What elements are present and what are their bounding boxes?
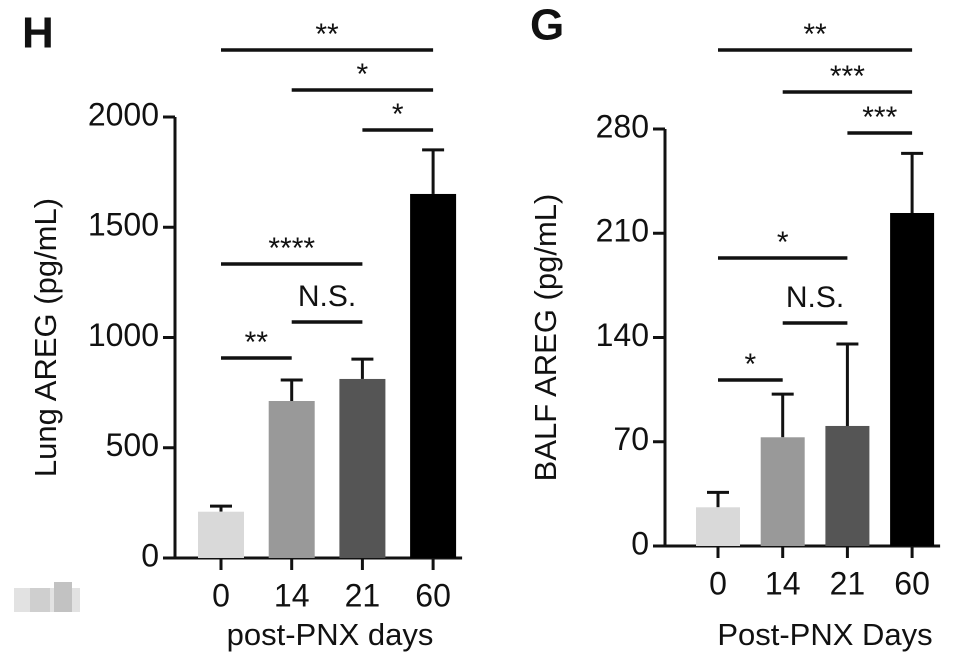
significance-label: N.S. [298, 280, 356, 313]
y-axis-label: BALF AREG (pg/mL) [528, 194, 563, 482]
panel-letter: H [22, 9, 54, 58]
y-tick-label: 210 [596, 213, 649, 249]
significance-label: ** [315, 18, 339, 51]
bar [339, 378, 386, 558]
x-tick-label: 14 [765, 565, 801, 601]
blurred-mark [54, 582, 72, 612]
x-tick-label: 21 [830, 565, 866, 601]
bar [890, 212, 935, 546]
y-tick-label: 70 [613, 421, 649, 457]
bar [825, 425, 870, 546]
panel-letter: G [530, 1, 564, 50]
significance-label: *** [862, 101, 897, 134]
significance-label: * [392, 98, 404, 131]
significance-label: *** [830, 60, 865, 93]
x-tick-label: 0 [212, 577, 230, 613]
y-tick-label: 140 [596, 317, 649, 353]
bar [268, 401, 315, 558]
y-tick-label: 0 [631, 525, 649, 561]
significance-label: N.S. [786, 281, 844, 314]
x-tick-label: 14 [274, 577, 310, 613]
significance-label: * [777, 226, 789, 259]
bar [696, 507, 740, 546]
significance-label: **** [268, 232, 315, 265]
significance-label: * [745, 348, 757, 381]
bar [410, 193, 457, 558]
significance-label: ** [803, 18, 827, 51]
x-tick-label: 0 [709, 565, 727, 601]
x-axis-label: Post-PNX Days [717, 617, 932, 652]
bar [760, 437, 805, 546]
x-tick-label: 60 [894, 565, 930, 601]
x-axis-label: post-PNX days [227, 617, 434, 652]
y-tick-label: 500 [106, 427, 159, 463]
bar [198, 511, 244, 558]
significance-label: ** [245, 326, 269, 359]
x-tick-label: 60 [415, 577, 451, 613]
blurred-mark [30, 588, 50, 612]
x-tick-label: 21 [345, 577, 381, 613]
significance-label: * [357, 58, 369, 91]
y-tick-label: 1500 [88, 207, 159, 243]
y-tick-label: 1000 [88, 317, 159, 353]
y-tick-label: 0 [141, 537, 159, 573]
y-tick-label: 2000 [88, 96, 159, 132]
y-tick-label: 280 [596, 108, 649, 144]
y-axis-label: Lung AREG (pg/mL) [28, 198, 63, 477]
